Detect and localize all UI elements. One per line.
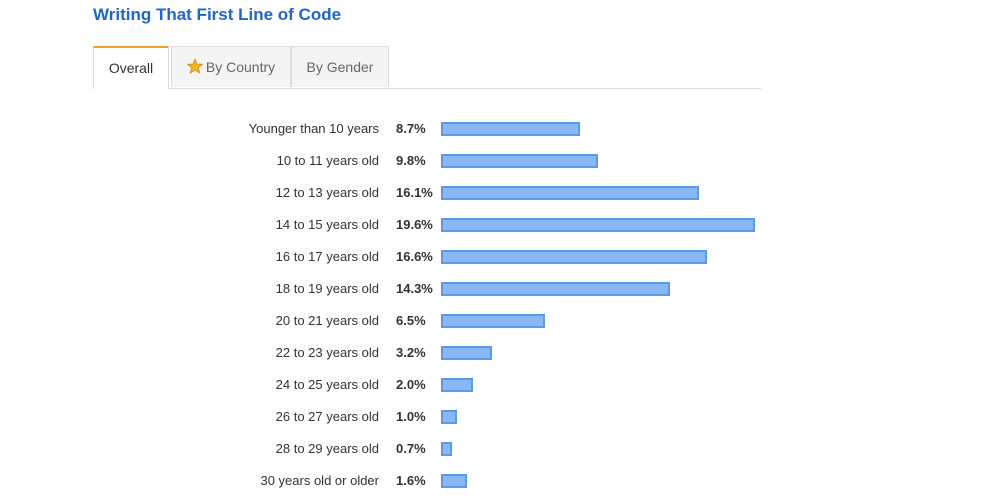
value-label: 1.0% <box>396 409 426 424</box>
bar <box>441 314 546 328</box>
tab-overall[interactable]: Overall <box>93 46 169 89</box>
bar <box>441 410 457 424</box>
category-label: 18 to 19 years old <box>275 281 379 296</box>
bar <box>441 154 598 168</box>
value-label: 1.6% <box>396 473 426 488</box>
category-label: Younger than 10 years <box>248 121 379 136</box>
bar <box>441 218 755 232</box>
tab-by-country-label: By Country <box>205 59 276 75</box>
value-label: 3.2% <box>396 345 426 360</box>
bar <box>441 474 467 488</box>
category-label: 12 to 13 years old <box>275 185 379 200</box>
value-label: 19.6% <box>396 217 433 232</box>
value-label: 8.7% <box>396 121 426 136</box>
tab-overall-label: Overall <box>108 60 154 76</box>
value-label: 6.5% <box>396 313 426 328</box>
value-label: 16.1% <box>396 185 433 200</box>
bar <box>441 122 581 136</box>
tab-by-gender[interactable]: By Gender <box>291 46 389 87</box>
category-label: 10 to 11 years old <box>276 153 379 168</box>
category-label: 24 to 25 years old <box>275 377 379 392</box>
chart-title: Writing That First Line of Code <box>93 5 342 24</box>
value-label: 16.6% <box>396 249 433 264</box>
bar <box>441 442 453 456</box>
category-label: 26 to 27 years old <box>275 409 379 424</box>
bar <box>441 250 707 264</box>
bar <box>441 346 493 360</box>
value-label: 0.7% <box>396 441 426 456</box>
bar <box>441 282 671 296</box>
category-label: 20 to 21 years old <box>275 313 379 328</box>
category-label: 14 to 15 years old <box>275 217 379 232</box>
category-label: 30 years old or older <box>260 473 379 488</box>
value-label: 14.3% <box>396 281 433 296</box>
tab-bar: Overall By Country By Gender <box>93 46 761 89</box>
bar <box>441 378 473 392</box>
tab-by-country[interactable]: By Country <box>171 46 291 87</box>
tab-by-gender-label: By Gender <box>306 59 374 75</box>
category-label: 28 to 29 years old <box>275 441 379 456</box>
star-icon <box>186 58 203 74</box>
value-label: 2.0% <box>396 377 426 392</box>
value-label: 9.8% <box>396 153 426 168</box>
category-label: 16 to 17 years old <box>275 249 379 264</box>
category-label: 22 to 23 years old <box>275 345 379 360</box>
bar <box>441 186 699 200</box>
